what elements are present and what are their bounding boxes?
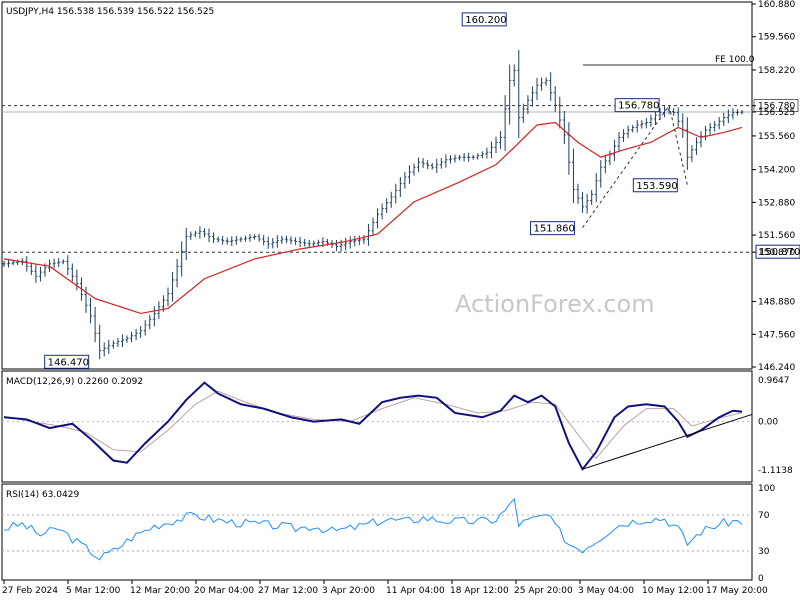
macd-signal-line <box>3 390 743 460</box>
annotation-label: 151.860 <box>534 224 575 235</box>
macd-tick-1: 0.00 <box>758 418 778 428</box>
x-tick-9: 3 May 04:00 <box>578 586 634 596</box>
swing-line-2 <box>668 105 688 185</box>
moving-average-line <box>3 121 743 315</box>
annotation-label: 146.470 <box>48 357 89 368</box>
price-tick-7: 152.880 <box>758 198 795 208</box>
rsi-title: RSI(14) 63.0429 <box>6 490 79 500</box>
price-tick-8: 151.560 <box>758 231 795 241</box>
annotation-160-200: 160.200 <box>461 12 507 27</box>
price-tick-11: 147.560 <box>758 330 795 340</box>
price-tick-0: 160.880 <box>758 0 795 10</box>
x-tick-7: 18 Apr 12:00 <box>450 586 509 596</box>
annotation-151-860: 151.860 <box>530 221 576 236</box>
macd-title: MACD(12,26,9) 0.2260 0.2092 <box>6 377 143 387</box>
x-tick-11: 17 May 20:00 <box>706 586 768 596</box>
price-tick-10: 148.880 <box>758 298 795 308</box>
x-tick-2: 12 Mar 20:00 <box>130 586 190 596</box>
annotation-label: 153.590 <box>636 181 677 192</box>
annotation-box <box>461 12 507 27</box>
price-tick-5: 155.560 <box>758 132 795 142</box>
annotation-box <box>44 354 90 369</box>
price-tick-3: 156.780 <box>758 102 795 112</box>
price-tick-9: 150.870 <box>758 248 795 258</box>
price-tick-12: 146.240 <box>758 363 795 373</box>
annotation-label: 160.200 <box>465 15 506 26</box>
x-tick-10: 10 May 12:00 <box>642 586 704 596</box>
x-tick-5: 3 Apr 20:00 <box>322 586 375 596</box>
annotation-box <box>632 178 678 193</box>
annotation-156-780: 156.780 <box>614 98 660 113</box>
fe-label: FE 100.0 <box>715 55 755 65</box>
price-panel-frame <box>1 1 753 370</box>
watermark: ActionForex.com <box>455 290 655 318</box>
x-tick-6: 11 Apr 04:00 <box>386 586 445 596</box>
symbol-header: USDJPY,H4 156.538 156.539 156.522 156.52… <box>6 7 214 17</box>
annotation-label: 150.870 <box>759 247 800 258</box>
price-layer: FE 100.0 160.200 156.780 153.590 151.860 150.… <box>2 12 800 369</box>
rsi-tick-3: 0 <box>758 574 764 584</box>
x-tick-4: 27 Mar 12:00 <box>258 586 318 596</box>
x-tick-3: 20 Mar 04:00 <box>194 586 254 596</box>
annotation-146-470: 146.470 <box>44 354 90 369</box>
macd-tick-0: 0.9647 <box>758 376 790 386</box>
rsi-layer <box>2 497 752 561</box>
annotation-153-590: 153.590 <box>632 178 678 193</box>
annotation-box <box>614 98 660 113</box>
x-tick-8: 25 Apr 20:00 <box>514 586 573 596</box>
macd-trendline <box>582 413 753 470</box>
rsi-tick-2: 30 <box>758 547 770 557</box>
rsi-tick-1: 70 <box>758 511 770 521</box>
macd-main-line <box>3 381 743 472</box>
rsi-line <box>3 497 743 561</box>
macd-layer <box>2 381 753 472</box>
x-tick-0: 27 Feb 2024 <box>2 586 58 596</box>
x-tick-1: 5 Mar 12:00 <box>66 586 121 596</box>
annotation-label: 156.780 <box>618 101 659 112</box>
macd-tick-2: -1.1138 <box>758 466 793 476</box>
swing-line-1 <box>582 105 670 228</box>
rsi-tick-0: 100 <box>758 484 775 494</box>
rsi-panel-frame <box>1 483 753 581</box>
price-tick-2: 158.220 <box>758 66 795 76</box>
macd-panel-frame <box>1 370 753 483</box>
price-tick-4: 156.525 <box>758 108 795 118</box>
annotation-box <box>530 221 576 236</box>
price-tick-1: 159.560 <box>758 33 795 43</box>
price-tick-6: 154.200 <box>758 166 795 176</box>
